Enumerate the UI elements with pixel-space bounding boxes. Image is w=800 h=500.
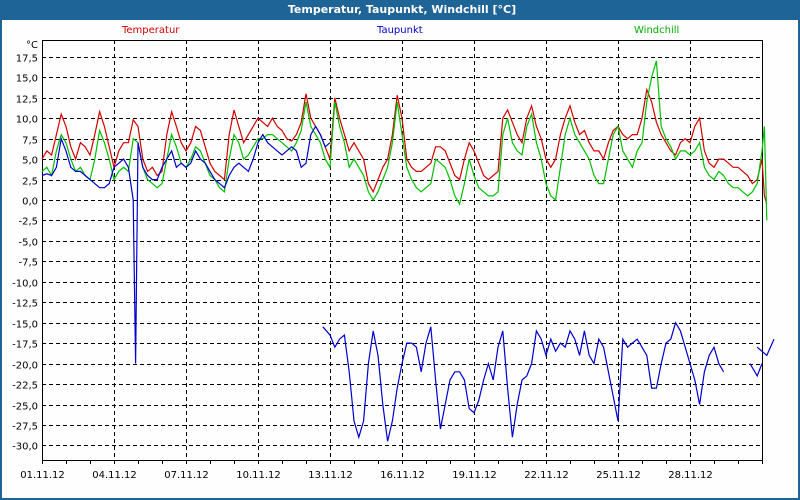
y-tick-label: -22,5 (12, 381, 38, 392)
y-tick-label: 2,5 (22, 177, 38, 188)
x-tick-label: 22.11.12 (524, 470, 569, 481)
y-tick-label: 10,0 (16, 115, 38, 126)
y-tick-label: -7,5 (18, 258, 38, 269)
x-tick-label: 13.11.12 (308, 470, 353, 481)
series-taupunkt-segment (322, 321, 725, 442)
x-tick-label: 28.11.12 (668, 470, 713, 481)
y-tick-label: 7,5 (22, 136, 38, 147)
x-tick-label: 25.11.12 (596, 470, 641, 481)
legend-temperatur: Temperatur (122, 25, 180, 36)
x-tick-label: 01.11.12 (20, 470, 65, 481)
x-tick-label: 16.11.12 (380, 470, 425, 481)
y-tick-label: -20,0 (12, 361, 38, 372)
series-taupunkt-segment (756, 338, 775, 357)
y-tick-label: 0,0 (22, 197, 38, 208)
y-tick-label: 12,5 (16, 95, 38, 106)
y-tick-label: -25,0 (12, 402, 38, 413)
x-tick-label: 19.11.12 (452, 470, 497, 481)
series-windchill (41, 60, 768, 221)
window-title: Temperatur, Taupunkt, Windchill [°C] (2, 0, 800, 20)
y-tick-label: -5,0 (18, 238, 38, 249)
y-tick-label: -27,5 (12, 422, 38, 433)
legend-taupunkt: Taupunkt (377, 25, 423, 36)
y-tick-label: -15,0 (12, 320, 38, 331)
y-tick-label: -17,5 (12, 340, 38, 351)
y-tick-label: 17,5 (16, 54, 38, 65)
y-tick-label: 15,0 (16, 74, 38, 85)
y-tick-label: 5,0 (22, 156, 38, 167)
x-tick-label: 04.11.12 (92, 470, 137, 481)
y-tick-label: -10,0 (12, 279, 38, 290)
plot-frame (42, 40, 763, 461)
x-tick-label: 07.11.12 (164, 470, 209, 481)
series-taupunkt-segment (749, 363, 763, 378)
y-tick-label: -30,0 (12, 442, 38, 453)
series-taupunkt (41, 125, 331, 364)
y-axis-unit: °C (26, 40, 38, 51)
legend-windchill: Windchill (634, 25, 680, 36)
y-tick-label: -12,5 (12, 299, 38, 310)
series-temperatur (41, 87, 768, 205)
x-tick-label: 10.11.12 (236, 470, 281, 481)
y-tick-label: -2,5 (18, 217, 38, 228)
